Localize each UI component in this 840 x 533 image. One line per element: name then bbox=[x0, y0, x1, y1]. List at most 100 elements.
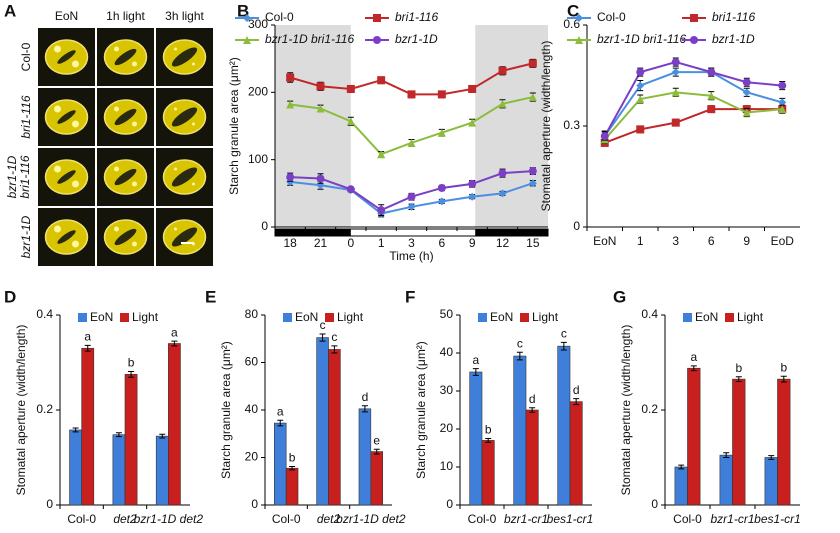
marker bbox=[528, 179, 537, 188]
granule bbox=[132, 61, 137, 67]
marker bbox=[636, 68, 645, 77]
error-bar bbox=[159, 433, 166, 439]
significance-letter: e bbox=[373, 433, 380, 447]
granule bbox=[54, 45, 61, 53]
marker bbox=[468, 84, 477, 93]
bar bbox=[569, 401, 583, 506]
error-bar bbox=[529, 407, 536, 413]
panel-label: G bbox=[613, 287, 626, 306]
marker bbox=[286, 73, 295, 82]
row-label: Col-0 bbox=[19, 42, 33, 71]
marker bbox=[407, 138, 416, 147]
series-line bbox=[603, 71, 783, 137]
x-tick-label: 9 bbox=[743, 234, 750, 248]
error-bar bbox=[560, 341, 567, 351]
legend-swatch bbox=[725, 313, 734, 322]
legend-swatch bbox=[478, 313, 487, 322]
marker bbox=[377, 150, 386, 159]
y-tick-label: 0 bbox=[573, 219, 580, 233]
error-bar bbox=[128, 371, 135, 378]
y-tick-label: 50 bbox=[440, 307, 454, 321]
x-tick-label: Col-0 bbox=[272, 512, 301, 526]
y-tick-label: 60 bbox=[245, 355, 259, 369]
legend-swatch bbox=[120, 313, 129, 322]
pore bbox=[114, 108, 137, 126]
error-bar bbox=[373, 448, 380, 455]
x-tick-label: bzr1-cr1 bbox=[710, 512, 754, 526]
legend-label: Light bbox=[532, 310, 559, 324]
x-tick-label: 1 bbox=[637, 234, 644, 248]
x-tick-label: 18 bbox=[283, 236, 297, 250]
granule bbox=[54, 225, 61, 233]
x-tick-label: 6 bbox=[438, 236, 445, 250]
pore bbox=[114, 228, 137, 246]
x-tick-label: 6 bbox=[708, 234, 715, 248]
marker bbox=[468, 192, 477, 201]
significance-letter: b bbox=[780, 360, 787, 374]
dark-bar bbox=[475, 229, 548, 236]
pore bbox=[114, 168, 137, 186]
marker bbox=[671, 88, 680, 97]
y-tick-label: 0.3 bbox=[563, 118, 580, 132]
pore bbox=[57, 170, 76, 184]
pore bbox=[171, 227, 198, 247]
y-tick-label: 20 bbox=[245, 450, 259, 464]
legend-swatch bbox=[78, 313, 87, 322]
legend-label: Light bbox=[132, 310, 159, 324]
marker bbox=[377, 206, 386, 215]
bar bbox=[274, 422, 287, 506]
error-bar bbox=[115, 432, 122, 438]
marker bbox=[377, 76, 386, 85]
granule bbox=[132, 241, 137, 247]
x-tick-label: EoN bbox=[593, 234, 616, 248]
granule bbox=[174, 167, 177, 171]
marker bbox=[671, 118, 680, 127]
marker bbox=[243, 14, 251, 22]
pore bbox=[57, 110, 76, 124]
significance-letter: a bbox=[171, 325, 178, 339]
significance-letter: a bbox=[277, 404, 284, 418]
error-bar bbox=[84, 344, 91, 352]
pore bbox=[114, 48, 137, 66]
bar bbox=[719, 454, 733, 506]
significance-letter: c bbox=[331, 330, 337, 344]
marker bbox=[707, 91, 716, 100]
x-tick-label: 3 bbox=[408, 236, 415, 250]
row-label: bzr1-1D bbox=[5, 155, 19, 198]
granule bbox=[192, 122, 195, 126]
significance-letter: b bbox=[485, 423, 492, 437]
x-tick-label: bzr1-1D det2 bbox=[336, 512, 406, 526]
x-tick-label: Col-0 bbox=[67, 512, 96, 526]
bar bbox=[328, 349, 341, 506]
error-bar bbox=[277, 419, 284, 427]
bar bbox=[124, 374, 138, 506]
legend-swatch bbox=[283, 313, 292, 322]
marker bbox=[778, 105, 787, 114]
y-tick-label: 20 bbox=[440, 421, 454, 435]
granule bbox=[54, 105, 61, 113]
y-axis-label: Starch granule area (μm²) bbox=[414, 341, 428, 479]
granule bbox=[192, 182, 195, 186]
marker bbox=[498, 66, 507, 75]
marker bbox=[437, 90, 446, 99]
significance-letter: b bbox=[735, 361, 742, 375]
y-tick-label: 10 bbox=[440, 459, 454, 473]
legend-label: bzr1-1D bri1-116 bbox=[265, 32, 354, 46]
y-tick-label: 30 bbox=[440, 383, 454, 397]
bar bbox=[316, 337, 329, 506]
marker bbox=[286, 100, 295, 109]
legend-swatch bbox=[683, 313, 692, 322]
y-tick-label: 0 bbox=[46, 497, 53, 511]
row-label: bzr1-1D bbox=[19, 215, 33, 258]
y-axis-label: Stomatal aperture (width/length) bbox=[539, 41, 553, 212]
column-label: EoN bbox=[55, 9, 78, 23]
granule bbox=[114, 106, 119, 112]
marker bbox=[671, 68, 680, 77]
marker bbox=[600, 132, 609, 141]
legend-label: Light bbox=[737, 310, 764, 324]
x-tick-label: bzr1-1D det2 bbox=[134, 512, 204, 526]
marker bbox=[498, 169, 507, 178]
bar bbox=[155, 435, 169, 506]
significance-letter: b bbox=[289, 451, 296, 465]
